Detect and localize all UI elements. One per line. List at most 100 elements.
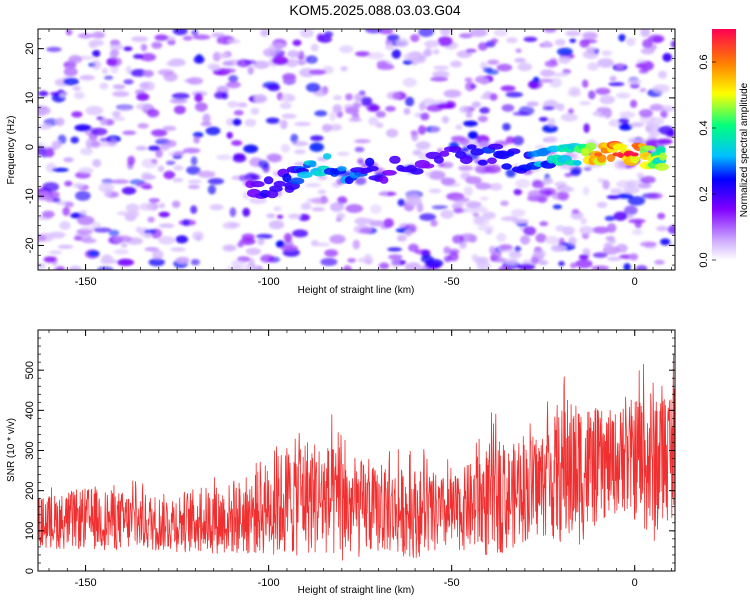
heatmap-cell [352,239,360,250]
heatmap-cell [381,190,388,197]
heatmap-cell [479,141,489,148]
heatmap-cell [635,62,648,69]
heatmap-cell [415,141,431,150]
heatmap-cell [513,188,522,196]
heatmap-cell [172,177,184,183]
heatmap-cell [110,49,120,57]
snr-y-ticks: 0 100 200 300 400 500 [24,329,675,574]
heatmap-cell [226,266,245,270]
heatmap-cell [377,63,395,70]
heatmap-cell [218,52,229,59]
heatmap-cell [233,110,244,116]
heatmap-cell [88,39,105,47]
heatmap-cell [463,120,478,127]
heatmap-cell [502,123,511,131]
heatmap-cell [554,38,566,46]
heatmap-cell [227,100,239,108]
heatmap-cell [158,202,166,209]
heatmap-cell [106,57,122,67]
heatmap-cell [386,34,400,42]
heatmap-cell [512,111,530,116]
heatmap-cell [657,138,673,145]
heatmap-cell [404,228,413,237]
heatmap-cell [615,243,628,253]
heatmap-cell [623,186,640,194]
heatmap-cell [571,208,580,215]
heatmap-cell [266,213,276,219]
heatmap-cell [158,211,170,218]
heatmap-cell [508,250,522,259]
heatmap-cell [68,55,83,64]
heatmap-cell [151,41,163,49]
heatmap-cell [317,175,328,181]
heatmap-cell [169,98,188,104]
heatmap-cell [294,121,311,127]
heatmap-cell [515,48,522,53]
heatmap-cell [354,139,371,144]
spectrogram-x-ticks: -150 -100 -50 0 [48,29,672,288]
heatmap-cell [387,247,403,252]
heatmap-cell [98,182,115,193]
heatmap-cell [640,29,651,38]
heatmap-ridge-cell [643,145,656,151]
heatmap-ridge-cell [308,160,317,168]
heatmap-cell [329,202,344,212]
heatmap-cell [333,95,342,101]
heatmap-cell [386,128,399,138]
heatmap-cell [332,104,342,114]
heatmap-cell [78,167,94,175]
y-tick-label: 0 [24,568,36,574]
heatmap-cell [173,151,186,156]
heatmap-cell [552,72,570,77]
heatmap-cell [505,91,523,98]
heatmap-cell [268,220,285,230]
heatmap-ridge-cell [585,142,597,151]
heatmap-cell [627,196,646,206]
heatmap-cell [318,35,332,43]
heatmap-cell [545,136,558,143]
heatmap-cell [418,101,427,111]
heatmap-cell [623,263,631,270]
heatmap-cell [618,34,626,42]
heatmap-cell [523,226,536,236]
heatmap-cell [48,250,63,255]
heatmap-cell [59,221,71,230]
heatmap-cell [44,148,55,158]
heatmap-cell [99,137,112,143]
heatmap-cell [279,102,292,110]
heatmap-ridge-cell [323,153,332,160]
heatmap-peak [630,152,639,157]
heatmap-cell [202,113,211,124]
heatmap-cell [111,179,130,184]
heatmap-cell [167,140,177,148]
heatmap-cell [52,167,69,172]
heatmap-cell [187,184,200,190]
heatmap-cell [222,221,238,230]
heatmap-ridge-cell [501,163,512,170]
heatmap-cell [582,31,598,40]
heatmap-cell [615,92,631,99]
heatmap-cell [613,160,627,170]
heatmap-cell [366,52,385,60]
heatmap-cell [500,85,516,92]
snr-y-axis-label: SNR (10 * v/v) [6,418,17,482]
y-tick-label: 500 [24,361,36,379]
heatmap-cell [538,260,548,266]
heatmap-ridge-cell [282,173,292,183]
heatmap-cell [592,111,602,116]
heatmap-cell [402,77,417,88]
heatmap-cell [472,212,480,218]
heatmap-cell [222,60,235,66]
heatmap-cell [465,112,473,118]
heatmap-cell [599,95,615,105]
heatmap-cell [390,258,400,268]
heatmap-cell [232,154,247,163]
heatmap-cell [337,196,348,205]
heatmap-cell [560,113,578,122]
heatmap-ridge-cell [613,143,628,151]
heatmap-cell [570,166,582,175]
heatmap-cell [595,87,611,95]
heatmap-cell [587,62,599,71]
heatmap-cell [125,65,132,75]
